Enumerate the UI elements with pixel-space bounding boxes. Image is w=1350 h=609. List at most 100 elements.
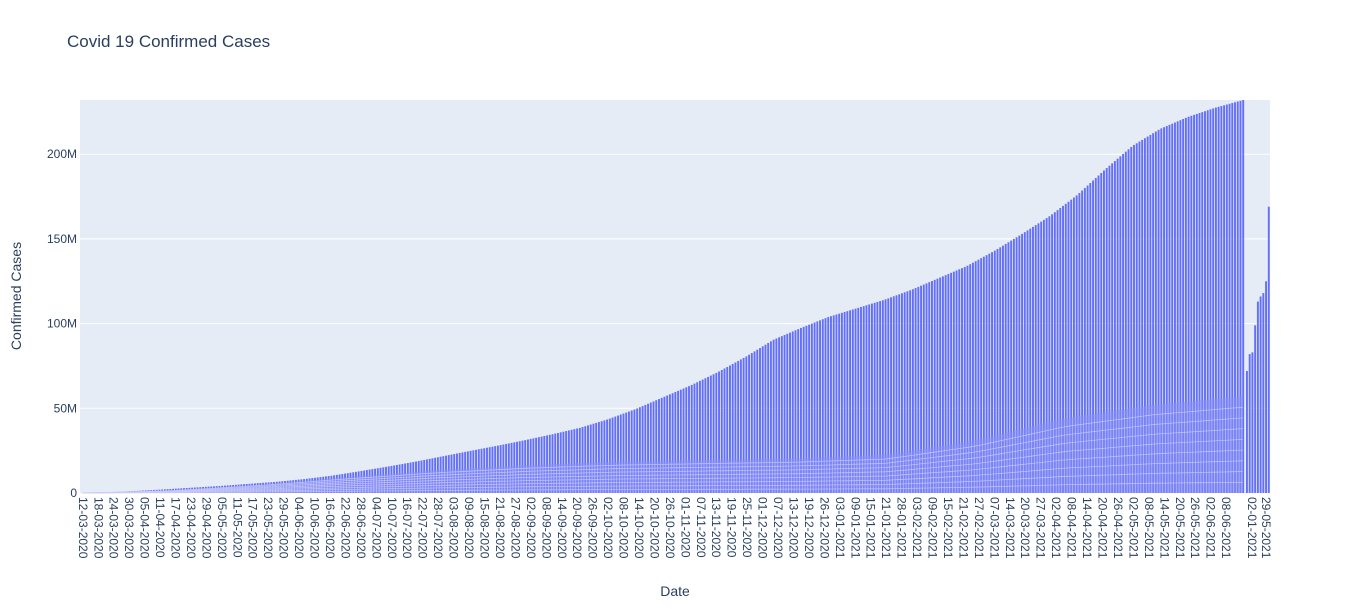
- bar: [920, 285, 923, 493]
- bar: [854, 308, 857, 493]
- x-tick-label: 11-05-2020: [230, 497, 244, 558]
- x-axis-ticks: 12-03-2020 18-03-2020 24-03-2020 30-03-2020…: [76, 497, 1273, 559]
- bar: [952, 271, 955, 493]
- bar: [999, 247, 1002, 493]
- bar: [1007, 242, 1010, 493]
- bar: [1032, 226, 1034, 493]
- x-tick-label: 11-04-2020: [153, 497, 167, 558]
- bar: [797, 329, 800, 493]
- bar: [996, 248, 999, 493]
- x-tick-label: 08-05-2021: [1142, 497, 1156, 559]
- bar: [1018, 235, 1021, 493]
- bar: [625, 412, 628, 493]
- bar: [1133, 144, 1135, 493]
- stacked-sub-band: [81, 396, 1244, 494]
- bar: [1242, 100, 1245, 493]
- sub-band-segment: [81, 428, 1244, 494]
- bar: [941, 276, 944, 493]
- x-tick-label: 29-05-2020: [277, 497, 291, 559]
- y-tick-label: 150M: [47, 232, 77, 246]
- x-tick-label: 19-12-2020: [802, 497, 816, 559]
- bar: [851, 309, 854, 493]
- bar: [849, 310, 852, 493]
- bar: [843, 311, 846, 493]
- x-tick-label: 20-10-2020: [647, 497, 661, 559]
- x-tick-label: 14-04-2021: [1080, 497, 1094, 559]
- bar: [1034, 225, 1037, 493]
- bar: [1146, 136, 1149, 493]
- bar: [821, 319, 824, 493]
- bar: [1160, 128, 1163, 493]
- bar: [1143, 138, 1146, 494]
- bar: [1089, 183, 1092, 493]
- x-tick-label: 28-01-2021: [895, 497, 909, 559]
- x-tick-label: 10-07-2020: [385, 497, 399, 559]
- bar: [1124, 151, 1127, 493]
- bar: [573, 429, 576, 493]
- bar: [939, 277, 942, 493]
- x-tick-label: 13-11-2020: [709, 497, 723, 558]
- bar: [936, 278, 939, 493]
- bar: [791, 331, 794, 493]
- x-tick-label: 25-11-2020: [740, 497, 754, 558]
- bar: [1042, 219, 1045, 493]
- bar: [840, 312, 843, 493]
- x-tick-label: 01-11-2020: [678, 497, 692, 558]
- bar: [1122, 154, 1125, 493]
- x-tick-label: 20-09-2020: [570, 497, 584, 559]
- bar: [742, 357, 745, 493]
- bar: [832, 315, 835, 493]
- x-tick-label: 07-11-2020: [694, 497, 708, 558]
- bar: [1097, 175, 1100, 494]
- x-tick-label: 07-12-2020: [771, 497, 785, 559]
- x-tick-label: 21-08-2020: [493, 497, 507, 559]
- bar: [1012, 238, 1015, 493]
- bar: [988, 253, 991, 493]
- x-tick-label: 10-06-2020: [308, 497, 322, 559]
- bar: [961, 268, 963, 493]
- bar: [1154, 131, 1157, 494]
- x-tick-label: 21-01-2021: [879, 497, 893, 559]
- bar: [628, 411, 630, 493]
- bar: [1259, 296, 1262, 493]
- y-tick-label: 100M: [47, 317, 77, 331]
- bar: [581, 427, 584, 493]
- bar: [868, 304, 871, 493]
- x-tick-label: 27-03-2021: [1034, 497, 1048, 559]
- bar: [753, 351, 756, 493]
- x-tick-label: 02-01-2021: [1245, 497, 1259, 559]
- bar: [857, 307, 860, 493]
- bar: [1100, 172, 1103, 494]
- x-tick-label: 27-02-2021: [972, 497, 986, 559]
- bar: [554, 433, 557, 493]
- bar: [1206, 110, 1209, 493]
- x-tick-label: 02-05-2021: [1126, 497, 1140, 559]
- bar: [603, 420, 606, 493]
- bar: [636, 408, 639, 493]
- x-tick-label: 07-03-2021: [987, 497, 1001, 559]
- bar: [780, 336, 783, 493]
- bar: [827, 317, 830, 493]
- bar: [701, 379, 704, 493]
- bar: [750, 353, 753, 493]
- bar: [1190, 115, 1193, 494]
- bar: [931, 281, 933, 493]
- x-tick-label: 04-06-2020: [292, 497, 306, 559]
- x-tick-label: 02-04-2021: [1049, 497, 1063, 559]
- bar: [723, 368, 726, 493]
- bar: [562, 431, 565, 493]
- bar: [1267, 206, 1270, 493]
- bar: [1029, 228, 1032, 493]
- bar: [696, 382, 699, 493]
- bar: [1078, 193, 1081, 493]
- bar: [783, 334, 786, 493]
- sub-band-segment: [81, 471, 1244, 494]
- bar: [958, 269, 961, 493]
- bar: [739, 359, 742, 493]
- bar: [565, 431, 568, 493]
- x-tick-label: 02-06-2021: [1204, 497, 1218, 559]
- bar: [600, 421, 603, 493]
- bar: [860, 306, 862, 493]
- bar: [1204, 111, 1206, 493]
- x-tick-label: 15-02-2021: [941, 497, 955, 559]
